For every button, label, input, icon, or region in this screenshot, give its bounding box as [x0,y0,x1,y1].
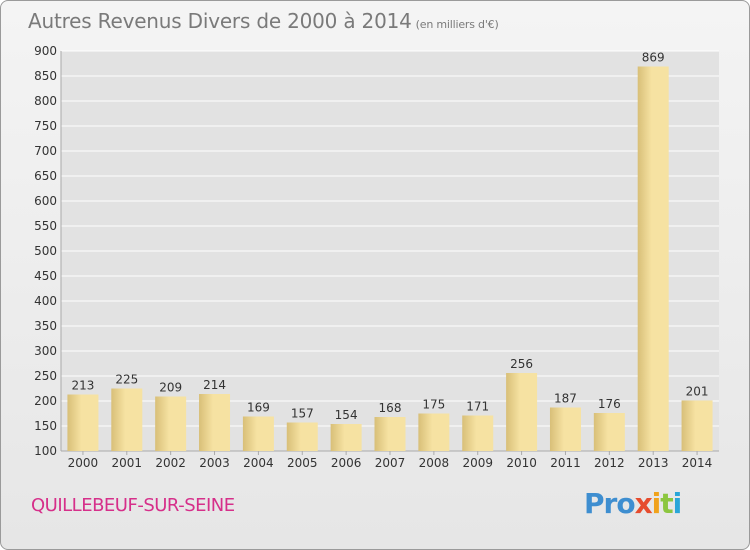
proxiti-logo: Proxiti [584,487,683,520]
bar [330,424,362,451]
x-tick-label: 2003 [199,456,230,470]
title-unit: (en milliers d'€) [415,18,499,31]
bar [111,388,143,451]
bar-value-label: 187 [554,392,577,406]
bar [286,422,318,451]
y-tick-label: 200 [34,394,57,408]
x-tick-label: 2008 [419,456,450,470]
y-tick-label: 750 [34,119,57,133]
bar-value-label: 201 [686,385,709,399]
bar-value-label: 157 [291,407,314,421]
bar-value-label: 176 [598,397,621,411]
x-tick-label: 2000 [68,456,99,470]
y-tick-label: 900 [34,44,57,58]
x-tick-label: 2011 [550,456,581,470]
y-tick-label: 700 [34,144,57,158]
bar [462,415,494,451]
x-tick-label: 2012 [594,456,625,470]
bar-value-label: 213 [71,379,94,393]
x-tick-label: 2006 [331,456,362,470]
y-tick-label: 400 [34,294,57,308]
y-tick-label: 550 [34,219,57,233]
bar-value-label: 256 [510,357,533,371]
logo-part-3: i [651,487,662,520]
bar [681,400,713,451]
bar [199,394,231,451]
y-tick-label: 300 [34,344,57,358]
bar [418,413,450,451]
x-tick-label: 2010 [506,456,537,470]
x-tick-label: 2007 [375,456,406,470]
bar-value-label: 175 [422,398,445,412]
x-tick-label: 2004 [243,456,274,470]
x-tick-label: 2001 [112,456,143,470]
bar-value-label: 169 [247,401,270,415]
y-tick-label: 650 [34,169,57,183]
y-tick-label: 800 [34,94,57,108]
bar [67,394,99,451]
bar [637,66,669,451]
y-tick-label: 150 [34,419,57,433]
chart-title: Autres Revenus Divers de 2000 à 2014 (en … [28,9,499,33]
bar [593,413,625,451]
logo-part-2: x [634,487,653,520]
bar-value-label: 171 [466,400,489,414]
bar [374,417,406,451]
bar-value-label: 168 [379,401,402,415]
y-tick-label: 450 [34,269,57,283]
commune-name: QUILLEBEUF-SUR-SEINE [31,495,235,516]
x-tick-label: 2002 [155,456,186,470]
bar [155,396,187,451]
logo-part-1: Pro [584,487,636,520]
y-tick-label: 100 [34,444,57,458]
x-tick-label: 2014 [682,456,713,470]
logo-part-5: i [672,487,683,520]
y-tick-label: 500 [34,244,57,258]
x-tick-label: 2005 [287,456,318,470]
logo-part-4: t [660,487,673,520]
y-tick-label: 600 [34,194,57,208]
title-text: Autres Revenus Divers de 2000 à 2014 [28,9,412,33]
x-tick-label: 2013 [638,456,669,470]
bar [549,407,581,451]
bar-value-label: 214 [203,378,226,392]
bar-value-label: 154 [335,408,358,422]
x-tick-label: 2009 [462,456,493,470]
bar-value-label: 209 [159,381,182,395]
bar [242,416,274,451]
bar [506,373,538,451]
bar-value-label: 869 [642,51,665,65]
y-tick-label: 350 [34,319,57,333]
bar-value-label: 225 [115,373,138,387]
y-tick-label: 250 [34,369,57,383]
y-tick-label: 850 [34,69,57,83]
